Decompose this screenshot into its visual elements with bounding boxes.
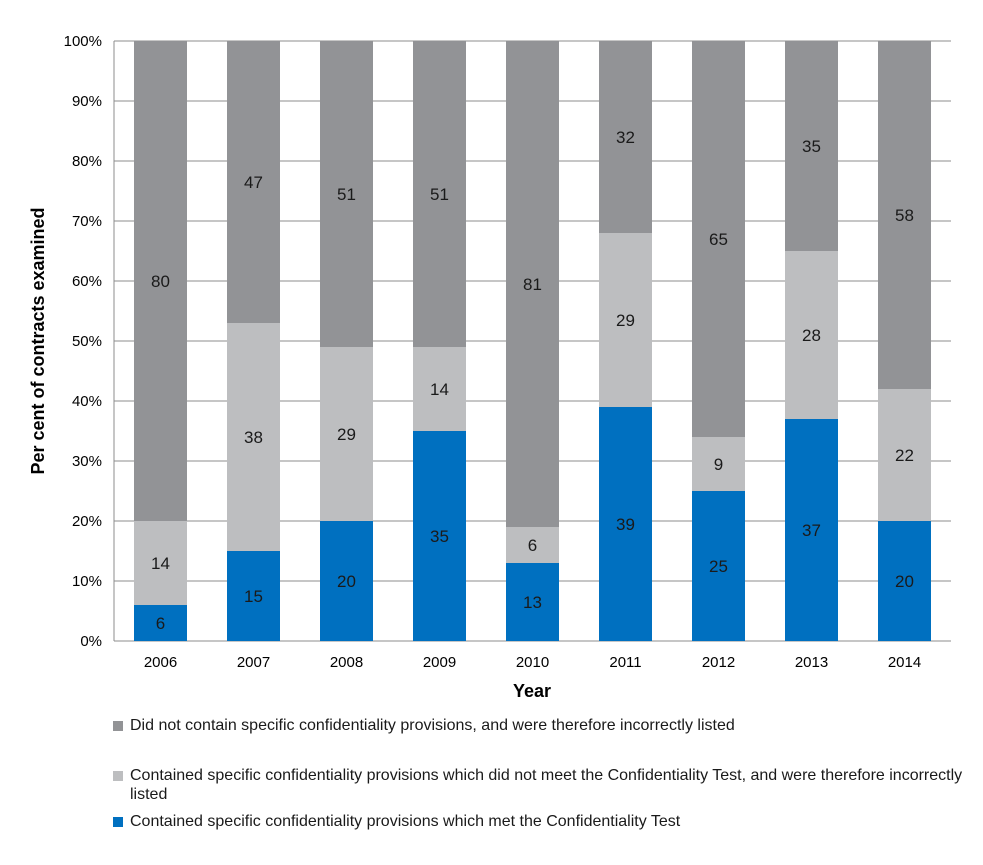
data-label-2013-series-2: 28 xyxy=(802,326,821,345)
x-tick-label: 2008 xyxy=(330,654,363,671)
y-tick-label: 70% xyxy=(72,213,102,230)
data-label-2008-series-2: 29 xyxy=(337,425,356,444)
data-label-2007-series-1: 15 xyxy=(244,587,263,606)
y-tick-labels: 0% 10% 20% 30% 40% 50% 60% 70% 80% 90% 100% xyxy=(64,33,102,650)
bar-segment-2014-series-2 xyxy=(878,389,931,521)
data-label-2009-series-2: 14 xyxy=(430,380,449,399)
bar-segment-2013-series-3 xyxy=(785,41,838,251)
bar-segment-2011-series-1 xyxy=(599,407,652,641)
legend-swatch-dark-gray xyxy=(113,721,123,731)
x-tick-label: 2007 xyxy=(237,654,270,671)
bar-segment-2012-series-3 xyxy=(692,41,745,437)
data-label-2012-series-1: 25 xyxy=(709,557,728,576)
data-label-2011-series-1: 39 xyxy=(616,515,635,534)
bar-segment-2010-series-2 xyxy=(506,527,559,563)
data-label-2008-series-3: 51 xyxy=(337,185,356,204)
data-label-2007-series-2: 38 xyxy=(244,428,263,447)
data-label-2014-series-2: 22 xyxy=(895,446,914,465)
bar-segment-2010-series-1 xyxy=(506,563,559,641)
x-tick-labels: 2006 2007 2008 2009 2010 2011 2012 2013 2014 xyxy=(144,654,921,671)
legend-item-not-contain: Did not contain specific confidentiality… xyxy=(113,716,980,735)
y-tick-label: 60% xyxy=(72,273,102,290)
data-label-2013-series-3: 35 xyxy=(802,137,821,156)
y-axis-title: Per cent of contracts examined xyxy=(28,207,48,474)
bar-segment-2013-series-2 xyxy=(785,251,838,419)
x-axis-title: Year xyxy=(513,681,551,701)
bar-segment-2009-series-3 xyxy=(413,41,466,347)
bar-segment-2011-series-3 xyxy=(599,41,652,233)
legend-item-met: Contained specific confidentiality provi… xyxy=(113,812,980,831)
bar-segment-2011-series-2 xyxy=(599,233,652,407)
y-tick-label: 90% xyxy=(72,93,102,110)
bar-segment-2014-series-3 xyxy=(878,41,931,389)
x-tick-label: 2010 xyxy=(516,654,549,671)
data-label-2014-series-1: 20 xyxy=(895,572,914,591)
bar-segment-2008-series-2 xyxy=(320,347,373,521)
data-label-2007-series-3: 47 xyxy=(244,173,263,192)
data-label-2006-series-3: 80 xyxy=(151,272,170,291)
bar-segment-2012-series-2 xyxy=(692,437,745,491)
x-tick-label: 2013 xyxy=(795,654,828,671)
y-tick-label: 50% xyxy=(72,333,102,350)
data-label-2014-series-3: 58 xyxy=(895,206,914,225)
bars xyxy=(134,41,931,641)
bar-segment-2006-series-3 xyxy=(134,41,187,521)
legend-swatch-light-gray xyxy=(113,771,123,781)
data-label-2009-series-1: 35 xyxy=(430,527,449,546)
bar-segment-2013-series-1 xyxy=(785,419,838,641)
y-tick-label: 20% xyxy=(72,513,102,530)
data-label-2010-series-3: 81 xyxy=(523,275,542,294)
bar-segment-2006-series-1 xyxy=(134,605,187,641)
y-tick-label: 100% xyxy=(64,33,102,50)
legend-swatch-blue xyxy=(113,817,123,827)
x-tick-label: 2012 xyxy=(702,654,735,671)
data-label-2012-series-2: 9 xyxy=(714,455,723,474)
bar-segment-2012-series-1 xyxy=(692,491,745,641)
y-tick-label: 30% xyxy=(72,453,102,470)
bar-segment-2009-series-2 xyxy=(413,347,466,431)
bar-segment-2007-series-2 xyxy=(227,323,280,551)
stacked-bar-chart: 6 14 80 15 38 47 20 29 51 35 14 51 13 6 81 39 29 32 25 9 65 3… xyxy=(28,33,951,701)
data-labels: 6 14 80 15 38 47 20 29 51 35 14 51 13 6 81 39 29 32 25 9 65 3… xyxy=(151,128,914,633)
data-label-2011-series-2: 29 xyxy=(616,311,635,330)
bar-segment-2006-series-2 xyxy=(134,521,187,605)
bar-segment-2014-series-1 xyxy=(878,521,931,641)
y-tick-label: 80% xyxy=(72,153,102,170)
data-label-2006-series-2: 14 xyxy=(151,554,170,573)
y-tick-label: 10% xyxy=(72,573,102,590)
data-label-2008-series-1: 20 xyxy=(337,572,356,591)
legend-label: Did not contain specific confidentiality… xyxy=(130,717,735,734)
data-label-2013-series-1: 37 xyxy=(802,521,821,540)
legend-item-not-meet: Contained specific confidentiality provi… xyxy=(113,766,980,804)
bar-segment-2009-series-1 xyxy=(413,431,466,641)
data-label-2010-series-2: 6 xyxy=(528,536,537,555)
bar-segment-2010-series-3 xyxy=(506,41,559,527)
data-label-2012-series-3: 65 xyxy=(709,230,728,249)
bar-segment-2007-series-3 xyxy=(227,41,280,323)
data-label-2006-series-1: 6 xyxy=(156,614,165,633)
legend-label: Contained specific confidentiality provi… xyxy=(130,767,963,803)
bar-segment-2007-series-1 xyxy=(227,551,280,641)
y-tick-label: 40% xyxy=(72,393,102,410)
bar-segment-2008-series-1 xyxy=(320,521,373,641)
data-label-2010-series-1: 13 xyxy=(523,593,542,612)
legend-label: Contained specific confidentiality provi… xyxy=(130,813,681,830)
data-label-2009-series-3: 51 xyxy=(430,185,449,204)
x-tick-label: 2011 xyxy=(609,654,641,671)
x-tick-label: 2006 xyxy=(144,654,177,671)
data-label-2011-series-3: 32 xyxy=(616,128,635,147)
x-tick-label: 2014 xyxy=(888,654,921,671)
bar-segment-2008-series-3 xyxy=(320,41,373,347)
x-tick-label: 2009 xyxy=(423,654,456,671)
y-tick-label: 0% xyxy=(80,633,102,650)
